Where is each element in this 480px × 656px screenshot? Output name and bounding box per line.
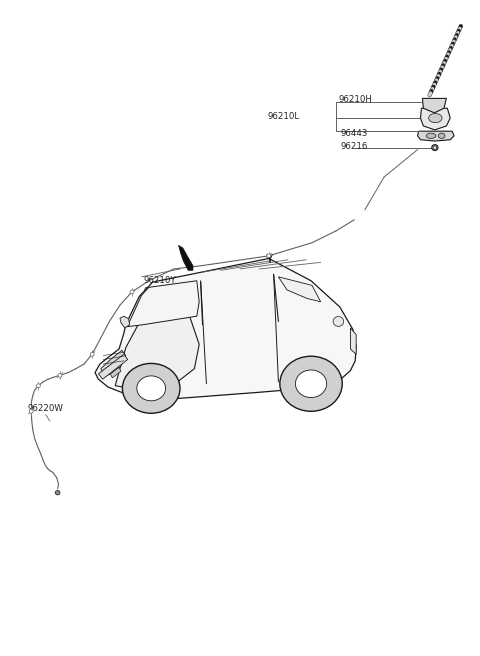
Ellipse shape — [433, 146, 437, 149]
Ellipse shape — [130, 290, 134, 294]
Ellipse shape — [438, 133, 445, 138]
Ellipse shape — [267, 254, 271, 258]
Ellipse shape — [122, 363, 180, 413]
Text: 96210Y: 96210Y — [144, 276, 177, 285]
Text: 96443: 96443 — [341, 129, 368, 138]
Polygon shape — [418, 131, 454, 141]
Ellipse shape — [58, 373, 62, 377]
Ellipse shape — [333, 316, 344, 327]
Ellipse shape — [295, 370, 327, 398]
Polygon shape — [422, 98, 446, 113]
Polygon shape — [95, 258, 356, 399]
Ellipse shape — [137, 376, 166, 401]
Ellipse shape — [429, 113, 442, 123]
Ellipse shape — [426, 133, 436, 138]
Ellipse shape — [280, 356, 342, 411]
Polygon shape — [120, 316, 130, 328]
Polygon shape — [350, 328, 356, 354]
Text: 96210L: 96210L — [268, 112, 300, 121]
Polygon shape — [101, 350, 126, 377]
Text: 96216: 96216 — [341, 142, 368, 152]
Polygon shape — [127, 281, 199, 327]
Polygon shape — [278, 277, 321, 302]
Polygon shape — [110, 367, 121, 378]
Polygon shape — [179, 245, 193, 270]
Ellipse shape — [432, 144, 438, 150]
Ellipse shape — [36, 384, 40, 388]
Ellipse shape — [55, 491, 60, 495]
Text: 96559D: 96559D — [144, 287, 178, 296]
Ellipse shape — [90, 352, 94, 356]
Text: 96220W: 96220W — [28, 403, 64, 413]
Text: 96210H: 96210H — [338, 95, 372, 104]
Polygon shape — [98, 354, 128, 379]
Polygon shape — [115, 316, 199, 390]
Polygon shape — [420, 108, 450, 130]
Ellipse shape — [29, 409, 33, 413]
